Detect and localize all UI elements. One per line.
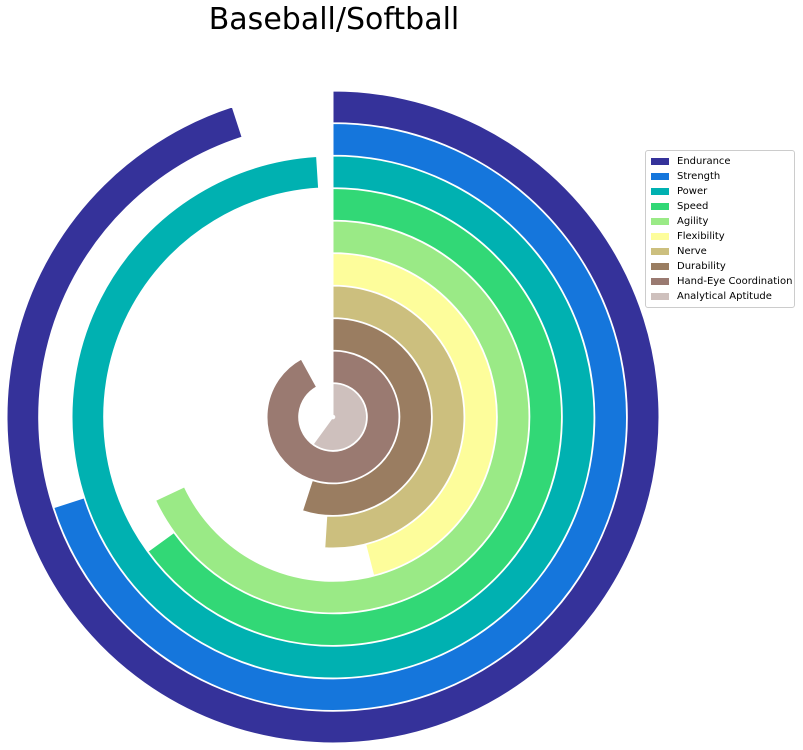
radial-bar-strength — [53, 122, 627, 711]
radial-bar-hand-eye-coordination — [266, 350, 400, 484]
radial-bar-nerve — [324, 285, 465, 549]
legend-swatch — [651, 158, 669, 165]
legend-swatch — [651, 218, 669, 225]
legend-item-power: Power — [646, 184, 794, 199]
legend-item-speed: Speed — [646, 199, 794, 214]
legend-item-nerve: Nerve — [646, 244, 794, 259]
radial-bar-power — [71, 155, 595, 679]
legend-swatch — [651, 173, 669, 180]
legend-item-strength: Strength — [646, 169, 794, 184]
radial-bar-analytical-aptitude — [312, 382, 367, 451]
legend-label: Endurance — [677, 156, 731, 167]
legend-label: Speed — [677, 201, 709, 212]
radial-bar-agility — [154, 220, 530, 614]
legend-label: Nerve — [677, 246, 707, 257]
legend-label: Power — [677, 186, 708, 197]
radial-bar-endurance — [6, 90, 660, 744]
legend-label: Durability — [677, 261, 726, 272]
radial-bar-durability — [301, 317, 432, 516]
legend-item-analytical-aptitude: Analytical Aptitude — [646, 289, 794, 304]
chart-legend: Endurance Strength Power Speed Agility Flexib… — [645, 150, 795, 308]
legend-item-agility: Agility — [646, 214, 794, 229]
legend-swatch — [651, 278, 669, 285]
legend-swatch — [651, 188, 669, 195]
legend-swatch — [651, 293, 669, 300]
legend-label: Agility — [677, 216, 709, 227]
legend-label: Flexibility — [677, 231, 725, 242]
legend-label: Analytical Aptitude — [677, 291, 772, 302]
legend-swatch — [651, 248, 669, 255]
legend-swatch — [651, 263, 669, 270]
radial-bar-speed — [147, 187, 562, 646]
legend-item-hand-eye-coordination: Hand-Eye Coordination — [646, 274, 794, 289]
legend-item-durability: Durability — [646, 259, 794, 274]
legend-swatch — [651, 203, 669, 210]
legend-label: Strength — [677, 171, 721, 182]
radial-bar-flexibility — [332, 252, 497, 576]
legend-item-flexibility: Flexibility — [646, 229, 794, 244]
legend-label: Hand-Eye Coordination — [677, 276, 793, 287]
legend-item-endurance: Endurance — [646, 154, 794, 169]
legend-swatch — [651, 233, 669, 240]
chart-title: Baseball/Softball — [208, 2, 460, 37]
